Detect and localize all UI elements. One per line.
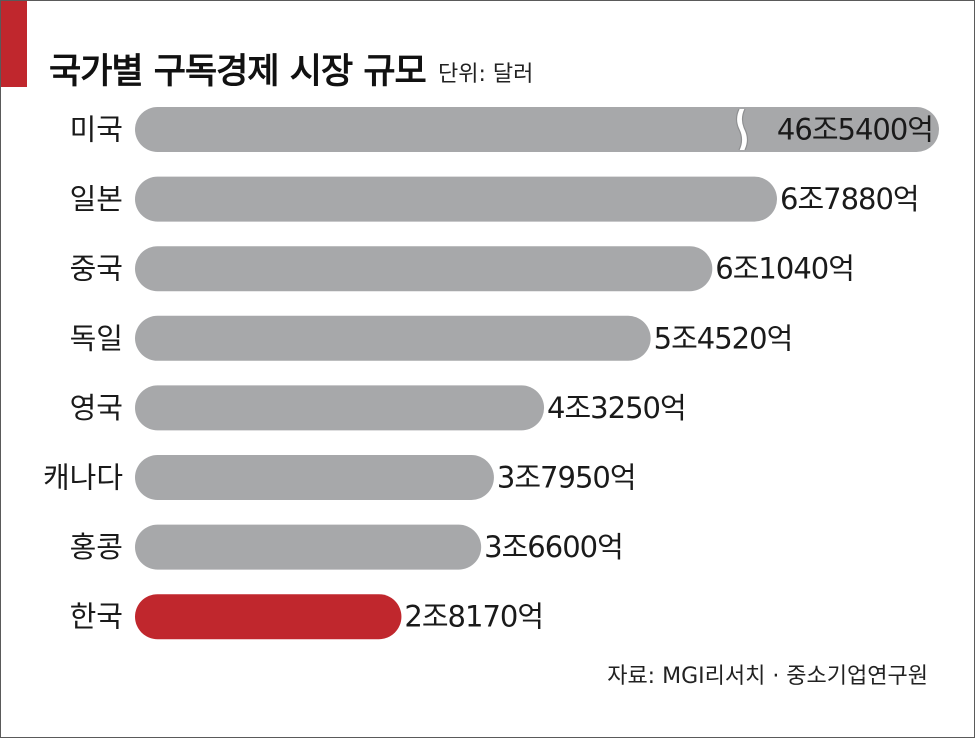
source-note: 자료: MGI리서치 · 중소기업연구원 [607, 664, 928, 689]
bar [135, 385, 545, 431]
value-label: 4조3250억 [547, 391, 686, 425]
bar [135, 524, 482, 570]
category-label: 한국 [70, 600, 123, 634]
axis-break-gap [736, 109, 748, 150]
category-label: 중국 [70, 252, 123, 286]
bar [135, 455, 494, 500]
bar [135, 246, 713, 292]
axis-break-line [741, 108, 749, 151]
value-label: 3조7950억 [497, 461, 636, 495]
value-label: 6조7880억 [780, 182, 919, 216]
title-accent-bar [1, 1, 27, 87]
chart-title: 국가별 구독경제 시장 규모 [49, 52, 427, 92]
axis-break-line [735, 108, 743, 151]
unit-label: 단위: 달러 [438, 62, 534, 87]
value-label: 5조4520억 [654, 321, 793, 355]
value-label: 46조5400억 [777, 113, 933, 147]
category-label: 캐나다 [43, 461, 123, 495]
category-label: 홍콩 [70, 530, 123, 564]
category-label: 미국 [70, 113, 123, 147]
value-label: 3조6600억 [484, 530, 623, 564]
bar [135, 315, 651, 361]
category-label: 독일 [70, 321, 123, 355]
bar [135, 176, 777, 222]
bar-highlight [135, 594, 402, 640]
value-label: 2조8170억 [404, 600, 543, 634]
value-label: 6조1040억 [715, 252, 854, 286]
category-label: 영국 [70, 391, 123, 425]
category-label: 일본 [70, 182, 123, 216]
